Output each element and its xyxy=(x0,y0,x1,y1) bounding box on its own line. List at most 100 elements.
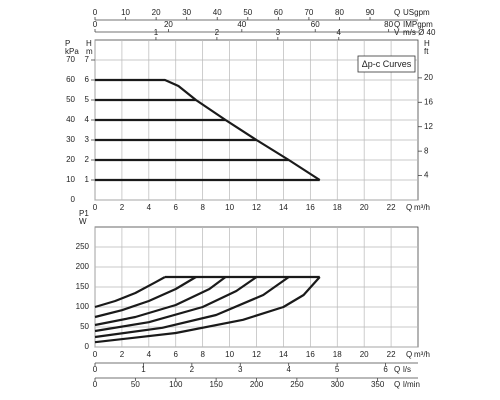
axis-tick-label: 2 xyxy=(85,155,90,164)
axis-tick-label: 60 xyxy=(274,8,283,17)
axis-unit: ft xyxy=(424,47,429,56)
axis-tick-label: 150 xyxy=(209,380,223,389)
axis-tick-label: 60 xyxy=(311,20,320,29)
axis-tick-label: 2 xyxy=(190,365,195,374)
x-tick-label: 6 xyxy=(174,203,179,212)
curve xyxy=(94,276,258,333)
y-tick-label: 70 xyxy=(66,55,75,64)
x-tick-label: 18 xyxy=(333,203,342,212)
x-tick-label: 20 xyxy=(360,350,369,359)
axis-tick-label: 50 xyxy=(243,8,252,17)
x-tick-label: 8 xyxy=(200,203,205,212)
axis-tick-label: 3 xyxy=(238,365,243,374)
x-tick-label: 4 xyxy=(147,203,152,212)
y-tick-label: 0 xyxy=(85,342,90,351)
y-tick-label: 200 xyxy=(76,262,90,271)
axis-tick-label: 70 xyxy=(304,8,313,17)
axis-tick-label: 6 xyxy=(85,75,90,84)
axis-unit: USgpm xyxy=(403,8,430,17)
x-tick-label: 0 xyxy=(93,203,98,212)
curve xyxy=(94,276,321,344)
axis-tick-label: 10 xyxy=(121,8,130,17)
axis-tick-label: 100 xyxy=(169,380,183,389)
axis-tick-label: 0 xyxy=(93,365,98,374)
axis-tick-label: 0 xyxy=(93,380,98,389)
y-tick-label: 40 xyxy=(66,115,75,124)
x-tick-label: 20 xyxy=(360,203,369,212)
y-tick-label: 150 xyxy=(76,282,90,291)
axis-name: H xyxy=(86,39,92,48)
x-tick-label: 2 xyxy=(120,203,125,212)
x-tick-label: 12 xyxy=(252,350,261,359)
axis-tick-label: 300 xyxy=(331,380,345,389)
y-tick-label: 50 xyxy=(66,95,75,104)
x-tick-label: 0 xyxy=(93,350,98,359)
axis-name: H xyxy=(424,39,430,48)
axis-name: Q xyxy=(394,8,400,17)
axis-unit: l/min xyxy=(403,380,420,389)
y-tick-label: 20 xyxy=(66,155,75,164)
axis-tick-label: 40 xyxy=(213,8,222,17)
axis-tick-label: 4 xyxy=(286,365,291,374)
annotation-box xyxy=(357,55,416,73)
y-tick-label: 10 xyxy=(66,175,75,184)
axis-tick-label: 80 xyxy=(335,8,344,17)
curve xyxy=(94,276,290,339)
x-tick-label: 12 xyxy=(252,203,261,212)
x-tick-label: 2 xyxy=(120,350,125,359)
axis-tick-label: 0 xyxy=(93,20,98,29)
axis-tick-label: 20 xyxy=(424,73,433,82)
x-tick-label: 16 xyxy=(306,203,315,212)
axis-tick-label: 40 xyxy=(237,20,246,29)
axis-name: Q xyxy=(394,380,400,389)
axis-tick-label: 90 xyxy=(366,8,375,17)
axis-tick-label: 1 xyxy=(154,28,159,37)
axis-tick-label: 1 xyxy=(85,175,90,184)
curve xyxy=(94,276,166,309)
axis-tick-label: 50 xyxy=(131,380,140,389)
axis-tick-label: 250 xyxy=(290,380,304,389)
x-tick-label: 18 xyxy=(333,350,342,359)
x-tick-label: 22 xyxy=(387,350,396,359)
axis-tick-label: 5 xyxy=(85,95,90,104)
axis-tick-label: 200 xyxy=(250,380,264,389)
y-tick-label: 50 xyxy=(80,322,89,331)
y-axis-name: P1 xyxy=(79,209,89,218)
x-tick-label: 16 xyxy=(306,350,315,359)
y-tick-label: 0 xyxy=(71,195,76,204)
axis-tick-label: 6 xyxy=(383,365,388,374)
axis-name: Q xyxy=(394,20,400,29)
axis-tick-label: 20 xyxy=(152,8,161,17)
x-axis-unit: m³/h xyxy=(414,203,430,212)
axis-tick-label: 0 xyxy=(93,8,98,17)
x-tick-label: 14 xyxy=(279,203,288,212)
x-tick-label: 6 xyxy=(174,350,179,359)
axis-unit: l/s xyxy=(403,365,411,374)
axis-tick-label: 20 xyxy=(164,20,173,29)
axis-tick-label: 4 xyxy=(85,115,90,124)
axis-tick-label: 8 xyxy=(424,146,429,155)
x-axis-unit: m³/h xyxy=(414,350,430,359)
x-tick-label: 10 xyxy=(225,203,234,212)
y-tick-label: 60 xyxy=(66,75,75,84)
axis-name: Q xyxy=(394,365,400,374)
annotation: Δp-c Curves xyxy=(362,59,412,69)
axis-tick-label: 1 xyxy=(141,365,146,374)
axis-tick-label: 16 xyxy=(424,97,433,106)
y-axis-unit: W xyxy=(79,217,87,226)
axis-tick-label: 350 xyxy=(371,380,385,389)
y-axis-unit: kPa xyxy=(65,47,79,56)
axis-tick-label: 3 xyxy=(276,28,281,37)
curve xyxy=(94,276,197,319)
x-tick-label: 22 xyxy=(387,203,396,212)
x-tick-label: 8 xyxy=(200,350,205,359)
axis-tick-label: 30 xyxy=(182,8,191,17)
x-tick-label: 4 xyxy=(147,350,152,359)
y-tick-label: 100 xyxy=(76,302,90,311)
axis-unit: m/s Ø 40 xyxy=(403,28,436,37)
y-axis-name: P xyxy=(65,39,70,48)
y-tick-label: 30 xyxy=(66,135,75,144)
y-tick-label: 250 xyxy=(76,242,90,251)
curve xyxy=(95,78,321,181)
